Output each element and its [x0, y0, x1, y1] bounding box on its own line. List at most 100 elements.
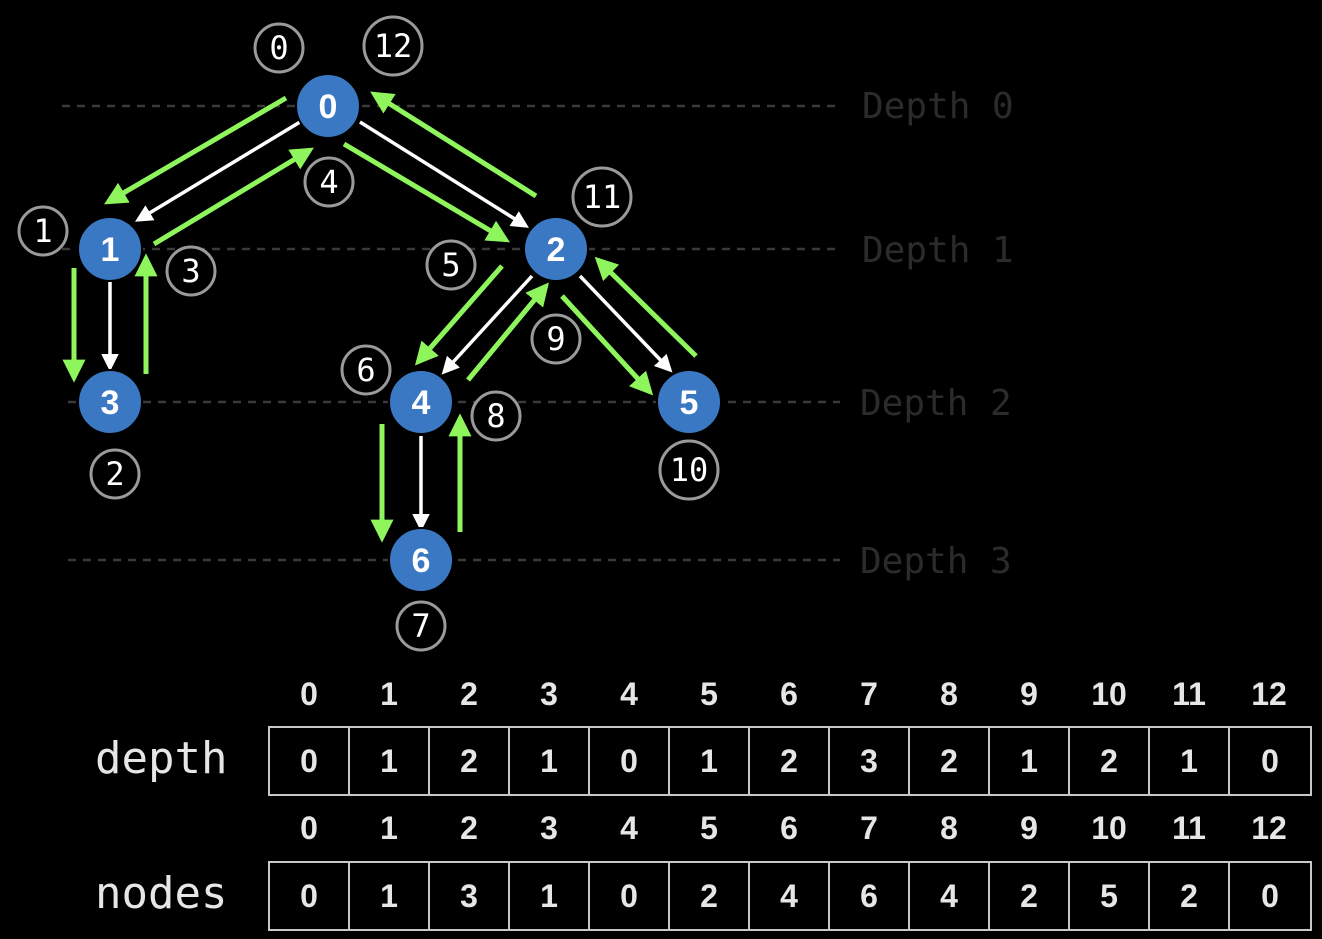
- step-badge-9: 9: [530, 313, 582, 365]
- array-index: 11: [1172, 810, 1206, 846]
- step-badge-label: 2: [105, 455, 124, 493]
- tree-node-6: 6: [388, 527, 454, 593]
- step-badge-8: 8: [470, 390, 522, 442]
- array-cell: 0: [590, 863, 670, 929]
- array-index: 3: [540, 810, 558, 846]
- array-cell: 2: [430, 728, 510, 794]
- array-index: 0: [300, 676, 318, 712]
- depth-array-indices: 0 1 2 3 4 5 6 7 8 9 10 11 12: [269, 676, 1309, 713]
- depth-array: 0 1 2 1 0 1 2 3 2 1 2 1 0: [268, 726, 1312, 796]
- array-cell: 0: [270, 863, 350, 929]
- array-index: 8: [940, 676, 958, 712]
- step-badge-label: 7: [411, 607, 430, 645]
- array-cell: 2: [1070, 728, 1150, 794]
- tour-arrow-2-to-0: [370, 91, 538, 199]
- array-cell: 3: [830, 728, 910, 794]
- array-index: 3: [540, 676, 558, 712]
- depth-label-3: Depth 3: [860, 541, 1012, 582]
- array-cell: 1: [350, 728, 430, 794]
- step-badge-11: 11: [571, 166, 633, 228]
- depth-label-2: Depth 2: [860, 383, 1012, 424]
- array-index: 0: [300, 810, 318, 846]
- tour-arrow-2-to-5: [560, 294, 654, 396]
- nodes-array-indices: 0 1 2 3 4 5 6 7 8 9 10 11 12: [269, 810, 1309, 847]
- array-cell: 2: [670, 863, 750, 929]
- tour-arrow-4-to-2: [466, 282, 549, 382]
- array-cell: 0: [1261, 877, 1279, 914]
- tree-node-label: 5: [680, 384, 699, 422]
- array-cell: 5: [1070, 863, 1150, 929]
- depth-label-0: Depth 0: [862, 86, 1014, 127]
- array-index: 11: [1172, 676, 1206, 712]
- array-index: 2: [460, 676, 478, 712]
- array-index: 6: [780, 810, 798, 846]
- step-badge-label: 0: [269, 29, 288, 67]
- depth-guides: [62, 104, 840, 562]
- array-cell: 0: [590, 728, 670, 794]
- array-cell: 0: [270, 728, 350, 794]
- array-index: 9: [1020, 810, 1038, 846]
- step-badge-label: 11: [583, 178, 622, 216]
- array-index: 8: [940, 810, 958, 846]
- array-index: 10: [1091, 676, 1127, 712]
- array-index: 6: [780, 676, 798, 712]
- step-badge-label: 12: [374, 27, 413, 65]
- array-cell: 1: [670, 728, 750, 794]
- step-badge-6: 6: [340, 344, 392, 396]
- array-index: 7: [860, 676, 878, 712]
- array-index: 12: [1251, 676, 1287, 712]
- array-index: 1: [380, 676, 398, 712]
- tree-node-2: 2: [523, 216, 589, 282]
- step-badge-5: 5: [425, 239, 477, 291]
- tour-arrow-0-to-2: [342, 141, 510, 243]
- nodes-array: 0 1 3 1 0 2 4 6 4 2 5 2 0: [268, 861, 1312, 931]
- step-badge-label: 3: [181, 252, 200, 290]
- tree-nodes: 0 1 2 3 4 5 6: [77, 73, 722, 593]
- step-badge-7: 7: [395, 600, 447, 652]
- depth-labels: Depth 0 Depth 1 Depth 2 Depth 3: [860, 86, 1014, 582]
- step-badge-label: 10: [670, 451, 709, 489]
- tree-diagram: Depth 0 Depth 1 Depth 2 Depth 3 0: [17, 15, 1014, 652]
- array-cell: 1: [990, 728, 1070, 794]
- step-badge-0: 0: [253, 22, 305, 74]
- step-badge-10: 10: [658, 439, 720, 501]
- array-cell: 1: [350, 863, 430, 929]
- array-cell: 2: [910, 728, 990, 794]
- array-cell: 2: [750, 728, 830, 794]
- tree-node-label: 1: [101, 231, 120, 269]
- step-badge-12: 12: [362, 15, 424, 77]
- euler-tour-arrows: [62, 91, 698, 543]
- tree-node-label: 4: [412, 384, 431, 422]
- tree-node-label: 6: [412, 542, 431, 580]
- euler-step-badges: 0 1 2 3 4 5 6 7 8 9 10 11 12: [17, 15, 720, 652]
- tree-node-5: 5: [656, 369, 722, 435]
- array-index: 4: [620, 676, 638, 712]
- edge-2-4: [441, 274, 534, 375]
- array-index: 1: [380, 810, 398, 846]
- step-badge-4: 4: [303, 156, 355, 208]
- tour-arrow-2-to-4: [414, 264, 504, 366]
- step-badge-label: 5: [441, 246, 460, 284]
- array-index: 4: [620, 810, 638, 846]
- array-cell: 0: [1261, 742, 1279, 779]
- array-cell: 2: [1150, 863, 1230, 929]
- tour-arrow-0-to-1: [104, 95, 288, 205]
- edge-0-1: [135, 120, 301, 222]
- array-cell: 2: [990, 863, 1070, 929]
- array-cell: 4: [910, 863, 990, 929]
- depth-array-label: depth: [95, 733, 228, 784]
- array-cell: 1: [510, 863, 590, 929]
- array-cell: 3: [430, 863, 510, 929]
- tree-node-0: 0: [295, 73, 361, 139]
- step-badge-label: 4: [319, 163, 338, 201]
- step-badge-label: 9: [546, 320, 565, 358]
- array-index: 10: [1091, 810, 1127, 846]
- step-badge-label: 1: [33, 212, 52, 250]
- array-cell: 4: [750, 863, 830, 929]
- edge-2-5: [578, 274, 673, 373]
- tree-node-4: 4: [388, 369, 454, 435]
- tree-node-3: 3: [77, 369, 143, 435]
- array-index: 12: [1251, 810, 1287, 846]
- nodes-array-label: nodes: [95, 868, 228, 919]
- tree-node-label: 0: [319, 88, 338, 126]
